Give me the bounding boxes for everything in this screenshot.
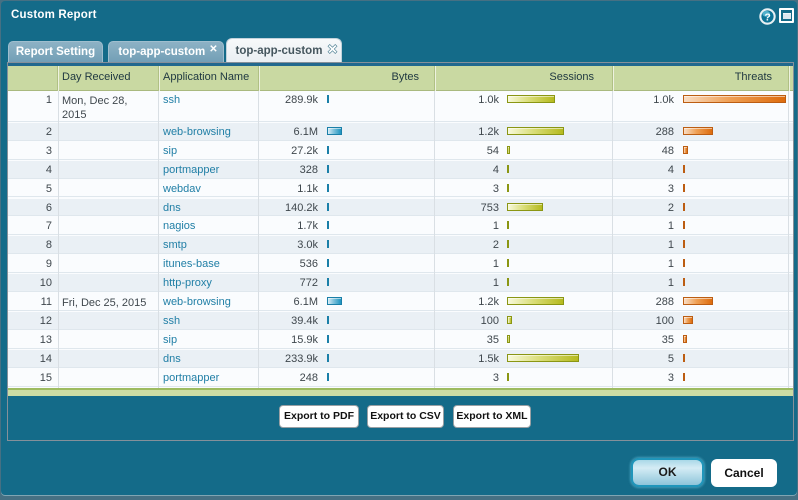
svg-text:?: ?	[764, 12, 770, 24]
